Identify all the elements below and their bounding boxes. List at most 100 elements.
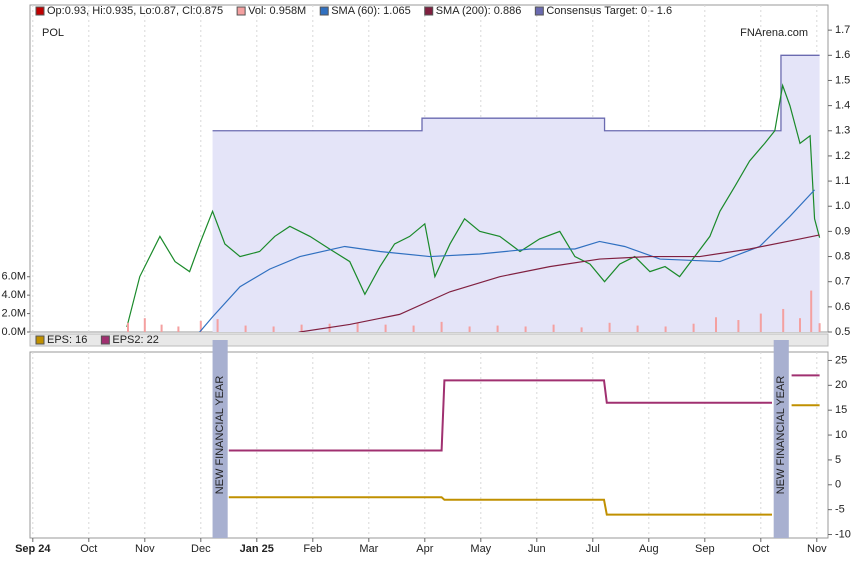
series-line [198,189,815,332]
x-tick-label: Feb [303,543,322,555]
legend-swatch [236,6,246,16]
y-tick-label: 1.4 [835,100,850,112]
x-tick-label: Jan 25 [240,543,274,555]
y-tick-label: 1.3 [835,125,850,137]
y-tick-label: 0.5 [835,326,850,338]
volume-bar [552,324,555,332]
x-tick-label: Aug [639,543,659,555]
volume-bar [636,325,639,332]
x-tick-label: Apr [416,543,433,555]
series-layer [228,374,820,516]
volume-bar [216,319,219,332]
legend-swatch [100,335,110,345]
y-tick-label: 20 [835,379,847,391]
series-line [126,83,821,328]
series-layer [126,54,821,332]
y-tick-label: 0.8 [835,250,850,262]
y-tick-label: 1.0 [835,200,850,212]
volume-bar [300,324,303,332]
volume-bar [810,290,813,332]
x-tick-label: Sep 24 [15,543,51,555]
volume-bar [384,324,387,332]
y-tick-label: -10 [835,528,851,540]
y2-tick-label: 4.0M [2,289,26,301]
x-tick-label: Nov [135,543,155,555]
x-tick-label: Nov [807,543,827,555]
panel-header [29,333,829,347]
legend-swatch [35,6,45,16]
volume-bar [440,321,443,332]
annotation-band [773,340,789,538]
volume-bar [715,317,717,332]
volume-bar [664,326,667,332]
volume-bar [244,325,247,332]
volume-bar [177,326,180,332]
y-tick-label: 0 [835,479,841,491]
x-tick-label: Oct [80,543,97,555]
y-tick-label: 1.6 [835,49,850,61]
target-area [212,55,820,332]
legend-label: Consensus Target: 0 - 1.6 [546,5,672,17]
x-tick-label: Dec [191,543,211,555]
y2-tick-label: 6.0M [2,271,26,283]
legend-label: SMA (60): 1.065 [331,5,411,17]
x-tick-label: Sep [695,543,715,555]
legend-swatch [319,6,329,16]
volume-bar [199,320,202,332]
legend-swatch [35,335,45,345]
legend-label: EPS2: 22 [112,334,158,346]
y2-tick-label: 0.0M [2,326,26,338]
y-tick-label: 1.5 [835,74,850,86]
y-tick-label: 1.2 [835,150,850,162]
y-tick-label: 1.7 [835,24,850,36]
volume-bar [412,325,415,332]
chart-title: POL [42,27,64,39]
volume-bar [496,325,499,332]
plot-area [29,351,829,539]
volume-bar [356,322,359,332]
y-tick-label: 5 [835,454,841,466]
volume-bar [782,308,785,332]
volume-bar [272,326,275,332]
legend-swatch [424,6,434,16]
legend-swatch [534,6,544,16]
annotation-band [212,340,228,538]
volume-bar [127,322,129,332]
target-line [212,54,820,132]
y-tick-label: 10 [835,429,847,441]
x-tick-label: Oct [752,543,769,555]
y2-tick-label: 2.0M [2,307,26,319]
volume-bar [737,320,740,332]
x-tick-label: Jul [586,543,600,555]
x-tick-label: Mar [359,543,378,555]
legend-label: SMA (200): 0.886 [436,5,522,17]
volume-bar [143,318,146,332]
volume-bar [692,323,695,332]
y-tick-label: 0.6 [835,301,850,313]
volume-bar [580,327,583,332]
y-tick-label: 25 [835,354,847,366]
series-line [228,374,820,452]
volume-bar [608,322,611,332]
x-tick-label: May [470,543,491,555]
volume-bar [160,324,163,332]
annotation-label: NEW FINANCIAL YEAR [775,376,787,495]
annotation-label: NEW FINANCIAL YEAR [214,376,226,495]
legend-label: Vol: 0.958M [248,5,306,17]
volume-bar [524,326,527,332]
y-tick-label: -5 [835,504,845,516]
volume-bar [759,313,762,332]
y-tick-label: 1.1 [835,175,850,187]
y-tick-label: 0.9 [835,225,850,237]
legend-label: EPS: 16 [47,334,87,346]
y-tick-label: 15 [835,404,847,416]
legend-label: Op:0.93, Hi:0.935, Lo:0.87, Cl:0.875 [47,5,223,17]
series-line [228,404,820,516]
x-tick-label: Jun [528,543,546,555]
watermark: FNArena.com [740,27,808,39]
volume-bar [818,323,821,332]
volume-bar [468,326,471,332]
volume-bar [799,318,801,332]
y-tick-label: 0.7 [835,276,850,288]
